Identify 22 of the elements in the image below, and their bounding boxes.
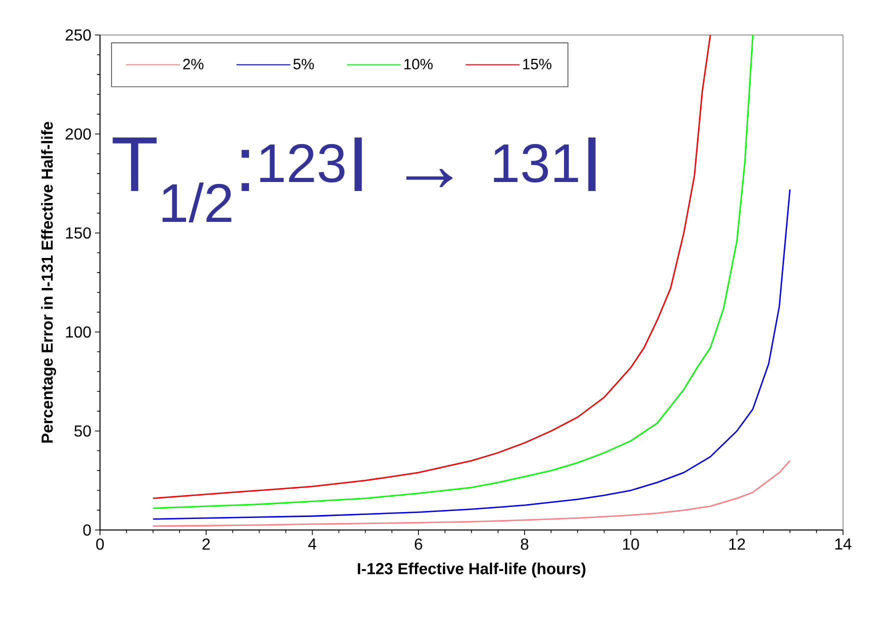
legend-label: 2% — [183, 58, 204, 70]
x-tick-label: 6 — [414, 538, 422, 550]
y-tick-label: 100 — [66, 326, 91, 338]
x-tick-label: 4 — [308, 538, 316, 550]
x-tick-label: 8 — [520, 538, 528, 550]
legend-label: 10% — [404, 58, 433, 70]
legend-label: 5% — [293, 58, 314, 70]
y-tick-label: 250 — [66, 29, 91, 41]
y-tick-label: 200 — [66, 128, 91, 140]
line-series — [152, 460, 791, 527]
y-tick-label: 0 — [83, 524, 91, 536]
y-tick-label: 150 — [66, 227, 91, 239]
x-axis-title: I-123 Effective Half-life (hours) — [358, 562, 586, 578]
y-tick-label: 50 — [74, 425, 91, 437]
x-tick-label: 0 — [96, 538, 104, 550]
x-tick-label: 12 — [729, 538, 745, 550]
x-tick-label: 14 — [835, 538, 852, 550]
x-tick-label: 10 — [623, 538, 639, 550]
legend-label: 15% — [523, 58, 552, 70]
x-tick-label: 2 — [202, 538, 210, 550]
annotation: T$_{1/2}$:$^{123}$I → $^{131}$I — [112, 138, 596, 222]
y-axis-title: Percentage Error in I-131 Effective Half-life — [41, 122, 56, 443]
